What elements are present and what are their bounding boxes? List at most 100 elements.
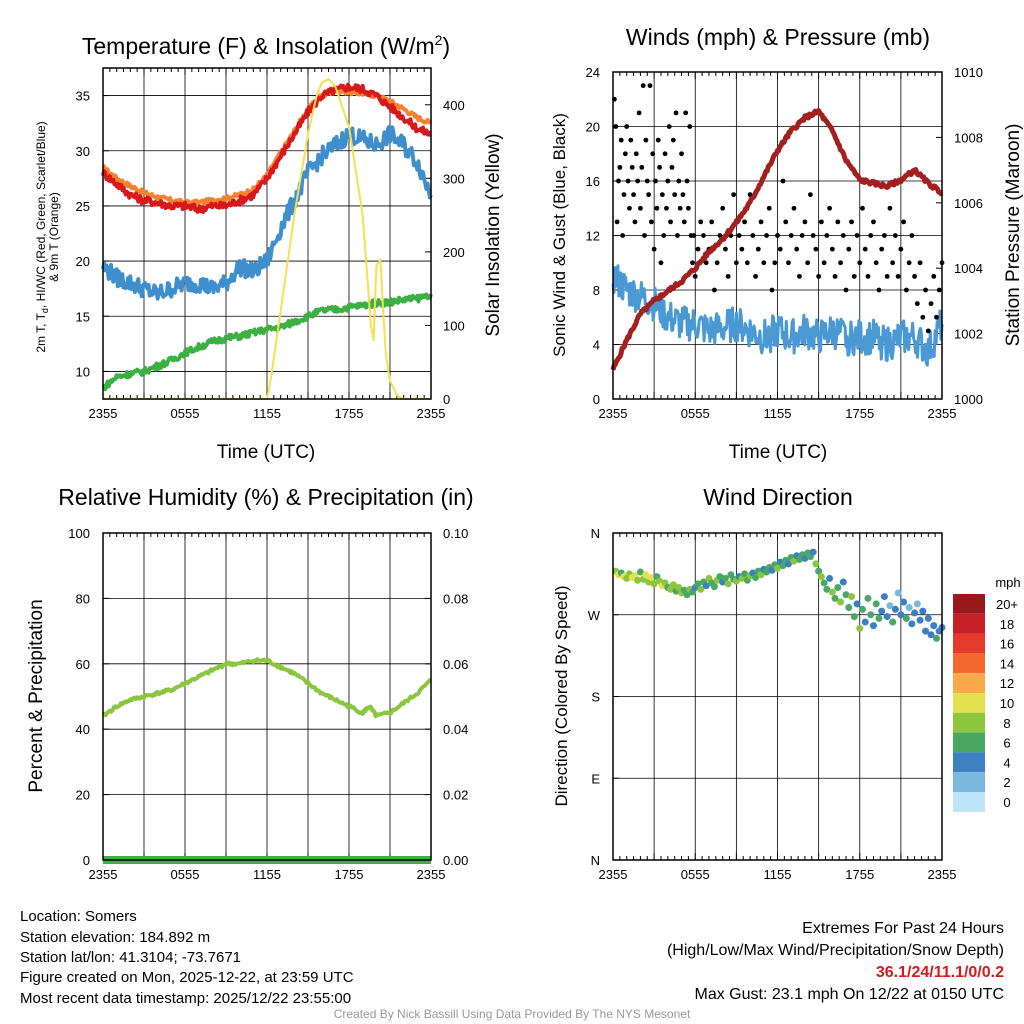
x-tick-label: 2355 [417,867,446,882]
gust-point [714,260,720,266]
colorbar-label: 0 [1003,795,1010,810]
gust-point [813,246,819,252]
y-tick-label: 40 [76,722,90,737]
insolation-line [103,78,431,400]
gust-point [665,178,671,184]
gust-point [742,219,747,225]
direction-point [710,583,718,591]
gust-point [832,273,838,279]
gust-point [925,328,931,334]
direction-point [741,570,749,578]
gust-point [835,219,841,225]
direction-point [790,557,798,565]
gust-point [879,246,885,252]
direction-point [927,631,935,639]
recent-timestamp: Most recent data timestamp: 2025/12/22 2… [20,990,352,1007]
gust-point [622,151,628,157]
gust-point [769,287,775,293]
extremes-title: Extremes For Past 24 Hours [802,920,1004,937]
gust-point [895,273,901,279]
y-tick-label: 24 [586,65,600,80]
temp-y-axis-title: 2m T, Td, HI/WC (Red, Green, Scarlet/Blu… [34,121,61,352]
gust-point [701,233,706,238]
colorbar-swatch [953,792,985,812]
gust-point [679,151,684,157]
x-tick-label: 2355 [599,867,628,882]
gust-point [772,260,778,266]
gust-point [917,260,923,266]
y2-tick-label: 1010 [954,65,983,80]
y-tick-label: 8 [593,283,600,298]
gust-point [829,246,835,252]
gust-point [687,124,693,129]
gust-point [709,219,715,225]
colorbar-swatch [953,594,985,614]
gust-point [685,205,691,211]
gust-point [703,260,709,266]
x-tick-label: 2355 [417,406,446,421]
gust-point [906,260,912,266]
direction-point [916,616,924,624]
gust-point [616,178,621,184]
y2-tick-label: 1008 [954,130,983,145]
gust-point [884,273,890,279]
gust-point [794,246,800,252]
gust-point [860,205,865,211]
gust-point [882,233,887,238]
direction-point [815,567,823,575]
gust-point [788,233,794,238]
gust-point [761,260,767,266]
colorbar-label: 6 [1003,736,1010,751]
direction-point [900,598,908,606]
gust-point [695,246,701,252]
direction-point [878,607,886,615]
gust-point [903,287,909,293]
y2-tick-label: 0.06 [443,657,468,672]
gust-point [934,314,939,320]
gust-point [681,219,687,225]
direction-point [817,573,825,581]
gust-point [640,83,646,89]
extremes-values: 36.1/24/11.1/0/0.2 [875,964,1004,981]
gust-point [936,287,942,293]
credit-text: Created By Nick Bassill Using Data Provi… [333,1007,691,1021]
gust-point [672,192,678,198]
gust-point [643,137,649,143]
gust-point [720,205,726,211]
direction-point [872,600,880,608]
direction-point [919,607,927,615]
gust-point [791,205,797,211]
x-tick-label: 1155 [253,406,281,421]
gust-point [846,246,852,252]
gust-point [638,205,643,211]
colorbar-label: 4 [1003,755,1010,770]
colorbar-swatch [953,732,985,753]
gust-point [783,219,789,225]
direction-point [858,605,866,613]
gust-point [664,205,669,211]
y2-tick-label: 0 [443,392,450,407]
y-tick-label: 20 [586,120,600,135]
direction-point [902,614,910,622]
colorbar-swatch [953,673,985,693]
direction-point [768,566,776,574]
temperature-panel: 2355 0555 1155 1755 2355 10 15 20 25 30 35 0 100 200 3… [76,67,465,421]
series-line-2m-t [101,82,432,214]
colorbar-label: 18 [1000,617,1014,632]
series-line-td [101,292,433,392]
colorbar-label: 10 [1000,696,1014,711]
x-tick-label: 1155 [764,867,792,882]
direction-point [861,618,869,626]
y-tick-label: S [591,690,600,705]
direction-point [669,581,677,589]
y2-tick-label: 0.04 [443,722,468,737]
gust-point [923,287,928,293]
direction-point [930,622,938,630]
gust-point [731,192,737,198]
gust-point [655,137,661,143]
direction-point [908,620,916,628]
gust-point [613,124,619,129]
direction-point [839,578,847,586]
colorbar-swatch [953,772,985,792]
direction-point [634,576,642,584]
